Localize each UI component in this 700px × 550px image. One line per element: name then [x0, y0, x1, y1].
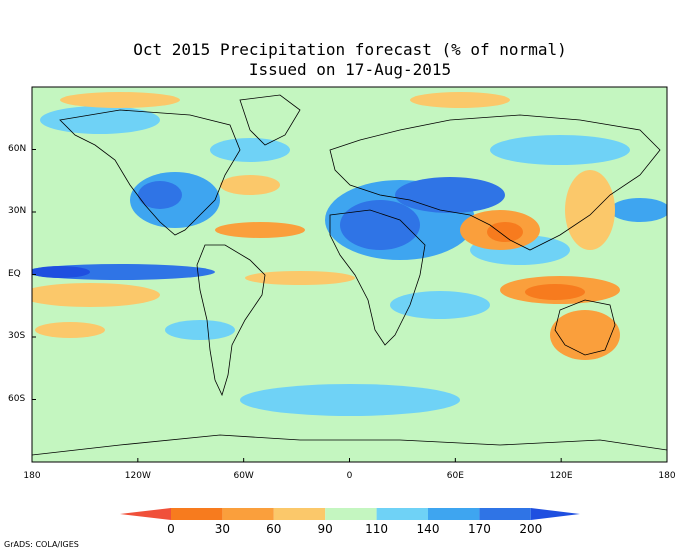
title-line-1: Oct 2015 Precipitation forecast (% of no…	[133, 40, 567, 59]
continent-outlines	[32, 94, 667, 456]
south-america-outline	[196, 244, 266, 397]
longitude-label: 120W	[124, 471, 151, 481]
longitude-label: 60E	[446, 471, 464, 481]
indian-ocean-wet	[390, 291, 490, 319]
east-asia-dry	[565, 170, 615, 250]
caribbean-dry	[215, 222, 305, 238]
latitude-ticks	[32, 149, 36, 400]
antarctica-outline	[32, 434, 667, 456]
southern-ocean-wet	[240, 384, 460, 416]
colorbar-left-arrow	[120, 508, 171, 520]
arctic-dry-2	[410, 92, 510, 108]
colorbar-box	[325, 508, 377, 520]
colorbar-box	[479, 508, 531, 520]
colorbar-tick-label: 200	[519, 522, 543, 536]
equatorial-wet-core	[32, 266, 90, 278]
north-pacific-wet	[610, 198, 667, 222]
colorbar-right-arrow	[530, 508, 580, 520]
longitude-label: 180	[23, 471, 41, 481]
colorbar-tick-label: 90	[317, 522, 333, 536]
north-america-wet-core	[138, 181, 182, 209]
south-pacific-dry	[32, 283, 160, 307]
colorbar-box	[376, 508, 428, 520]
australia-dry	[550, 310, 620, 360]
north-atlantic-wet	[210, 138, 290, 162]
north-africa-wet-core	[340, 200, 420, 250]
africa-outline	[329, 209, 426, 346]
colorbar	[120, 508, 580, 520]
south-pacific-wet	[165, 320, 235, 340]
colorbar-tick-label: 0	[167, 522, 175, 536]
title-line-2: Issued on 17-Aug-2015	[248, 60, 452, 79]
longitude-label: 0	[346, 471, 353, 481]
south-pacific-dry-2	[35, 322, 105, 338]
north-america-outline	[59, 109, 241, 236]
colorbar-tick-label: 170	[467, 522, 491, 536]
colorbar-box	[222, 508, 274, 520]
colorbar-tick-label: 60	[266, 522, 282, 536]
colorbar-tick-label: 140	[416, 522, 440, 536]
india-dry-core	[487, 222, 523, 242]
eurasia-outline	[329, 114, 661, 251]
colorbar-tick-label: 110	[365, 522, 389, 536]
latitude-label: 30S	[8, 331, 26, 341]
longitude-ticks	[31, 458, 668, 462]
longitude-label: 60W	[233, 471, 254, 481]
latitude-label: 60N	[8, 143, 27, 154]
colorbar-box	[171, 508, 223, 520]
colorbar-box	[428, 508, 480, 520]
latitude-label: 30N	[8, 206, 27, 216]
arctic-wet	[40, 106, 160, 134]
greenland-outline	[239, 94, 301, 146]
latitude-label: 60S	[8, 393, 26, 404]
siberia-wet	[490, 135, 630, 165]
longitude-label: 120E	[549, 471, 573, 481]
credit-text: GrADS: COLA/IGES	[4, 540, 79, 549]
maritime-continent-dry-core	[525, 284, 585, 300]
australia-outline	[554, 299, 616, 356]
longitude-label: 180	[658, 471, 676, 481]
western-atlantic-dry	[220, 175, 280, 195]
middle-east-wet-core	[395, 177, 505, 213]
arctic-dry	[60, 92, 180, 108]
atlantic-itcz-dry	[245, 271, 355, 285]
latitude-label: EQ	[8, 268, 21, 279]
colorbar-box	[273, 508, 326, 520]
colorbar-tick-label: 30	[214, 522, 231, 536]
